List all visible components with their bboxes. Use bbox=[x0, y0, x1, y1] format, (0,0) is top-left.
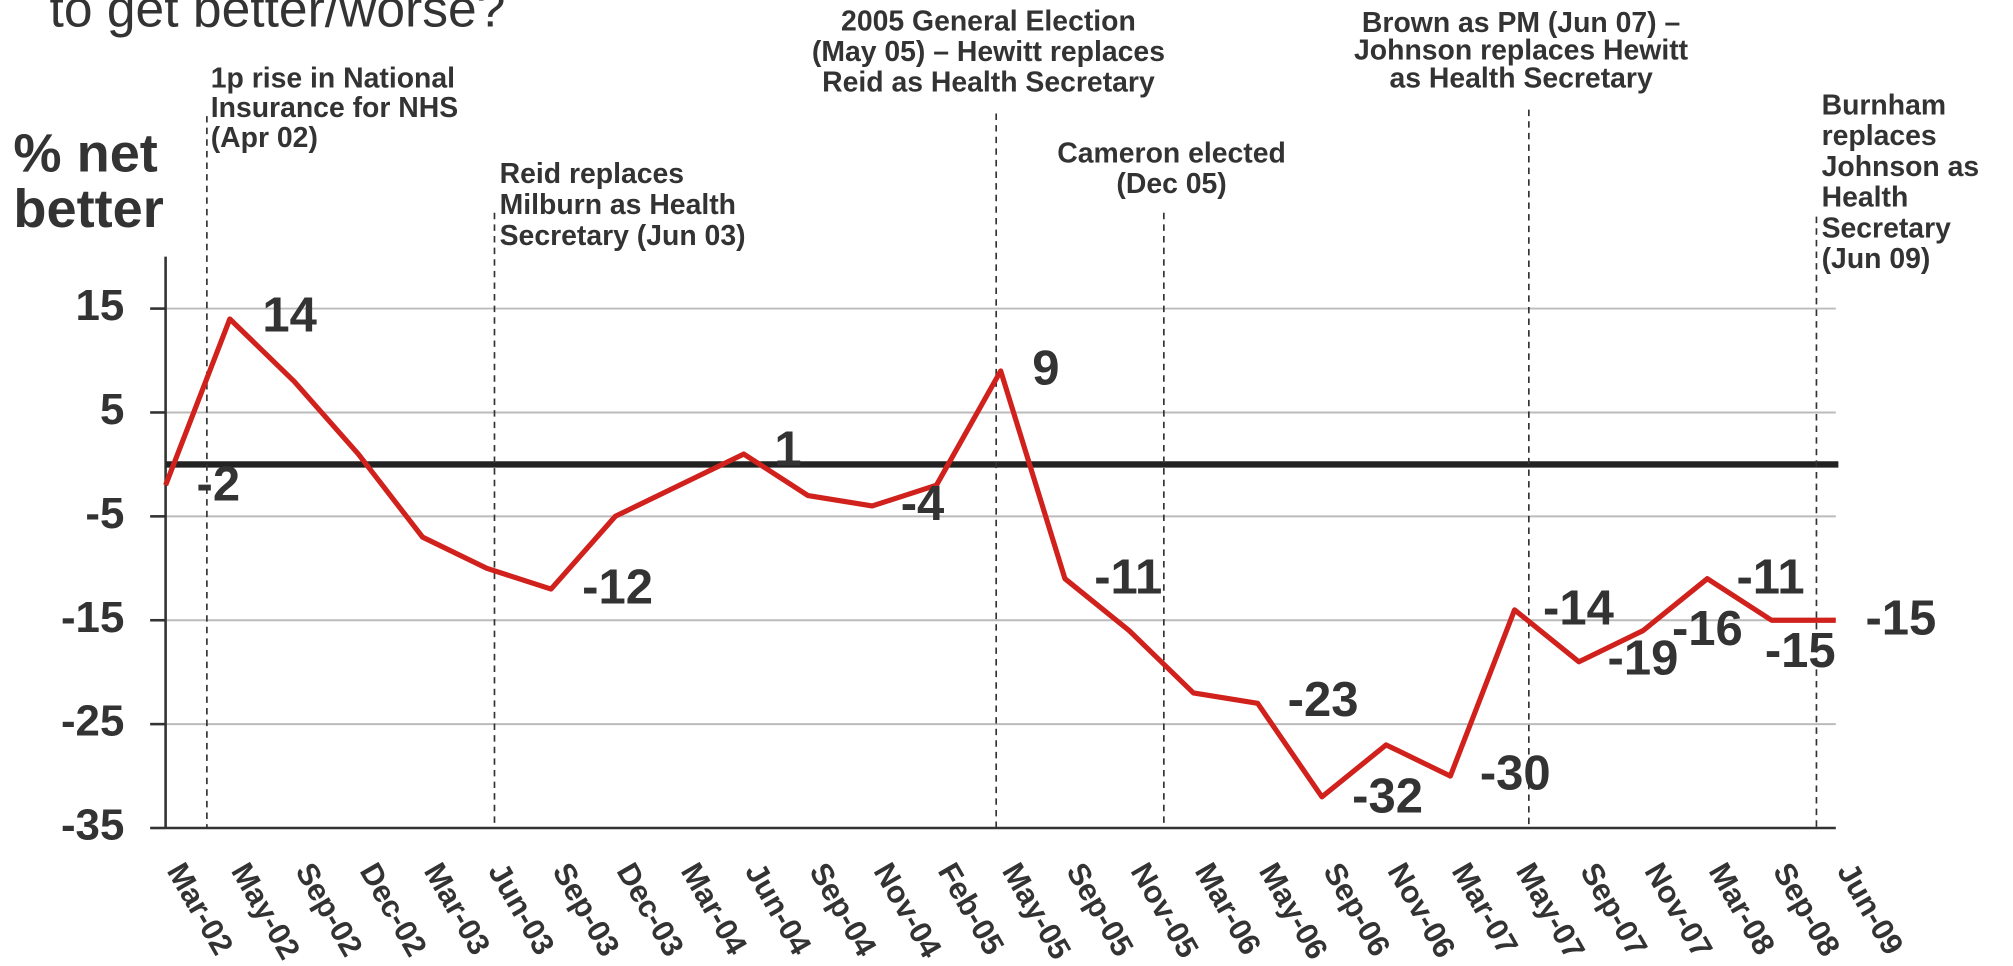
annotation-text: (Dec 05) bbox=[1116, 168, 1226, 200]
annotation-text: Reid replaces bbox=[500, 158, 684, 190]
value-label: -14 bbox=[1543, 581, 1614, 635]
value-label: -15 bbox=[1765, 624, 1836, 678]
annotation-text: replaces bbox=[1822, 120, 1937, 152]
value-label: 9 bbox=[1032, 341, 1059, 395]
value-label: -2 bbox=[197, 457, 241, 511]
annotation-text: Milburn as Health bbox=[500, 189, 736, 221]
annotation-text: Brown as PM (Jun 07) – bbox=[1362, 7, 1680, 39]
value-label: -19 bbox=[1608, 632, 1679, 686]
value-label: 1 bbox=[774, 423, 801, 477]
series-line bbox=[163, 316, 1836, 800]
value-label: -11 bbox=[1736, 550, 1804, 604]
annotation-text: Burnham bbox=[1822, 90, 1946, 122]
y-axis-label: better bbox=[13, 179, 163, 239]
annotation-text: 2005 General Election bbox=[841, 6, 1136, 38]
y-tick-label: -25 bbox=[61, 697, 124, 746]
value-label: -23 bbox=[1288, 673, 1359, 727]
annotation-text: (Jun 09) bbox=[1822, 243, 1931, 275]
y-tick-label: -35 bbox=[61, 801, 124, 850]
value-label: -32 bbox=[1352, 770, 1423, 824]
annotation-text: Johnson replaces Hewitt bbox=[1354, 35, 1689, 67]
value-label: -11 bbox=[1094, 550, 1162, 604]
annotation-text: Secretary (Jun 03) bbox=[500, 220, 746, 252]
annotation-text: Cameron elected bbox=[1057, 137, 1286, 169]
y-axis-label: % net bbox=[13, 124, 157, 184]
value-label: -30 bbox=[1480, 746, 1551, 800]
value-label: -15 bbox=[1865, 592, 1936, 646]
annotation-text: (May 05) – Hewitt replaces bbox=[812, 36, 1165, 68]
annotation-text: Johnson as bbox=[1822, 151, 1980, 183]
value-label: -12 bbox=[582, 561, 653, 615]
annotation-text: Reid as Health Secretary bbox=[822, 66, 1155, 98]
annotation-text: as Health Secretary bbox=[1389, 62, 1652, 94]
value-label: 14 bbox=[262, 288, 317, 342]
y-tick-label: -5 bbox=[85, 489, 124, 538]
y-tick-label: 15 bbox=[76, 281, 125, 330]
value-label: -4 bbox=[901, 477, 945, 531]
value-label: -16 bbox=[1672, 602, 1743, 656]
annotation-text: Health bbox=[1822, 182, 1909, 214]
y-tick-label: -15 bbox=[61, 593, 124, 642]
y-tick-label: 5 bbox=[100, 385, 124, 434]
annotation-text: 1p rise in National bbox=[211, 62, 455, 94]
annotation-text: (Apr 02) bbox=[211, 122, 318, 154]
annotation-text: Insurance for NHS bbox=[211, 92, 458, 124]
annotation-text: Secretary bbox=[1822, 212, 1952, 244]
chart-title: to get better/worse? bbox=[50, 0, 506, 38]
